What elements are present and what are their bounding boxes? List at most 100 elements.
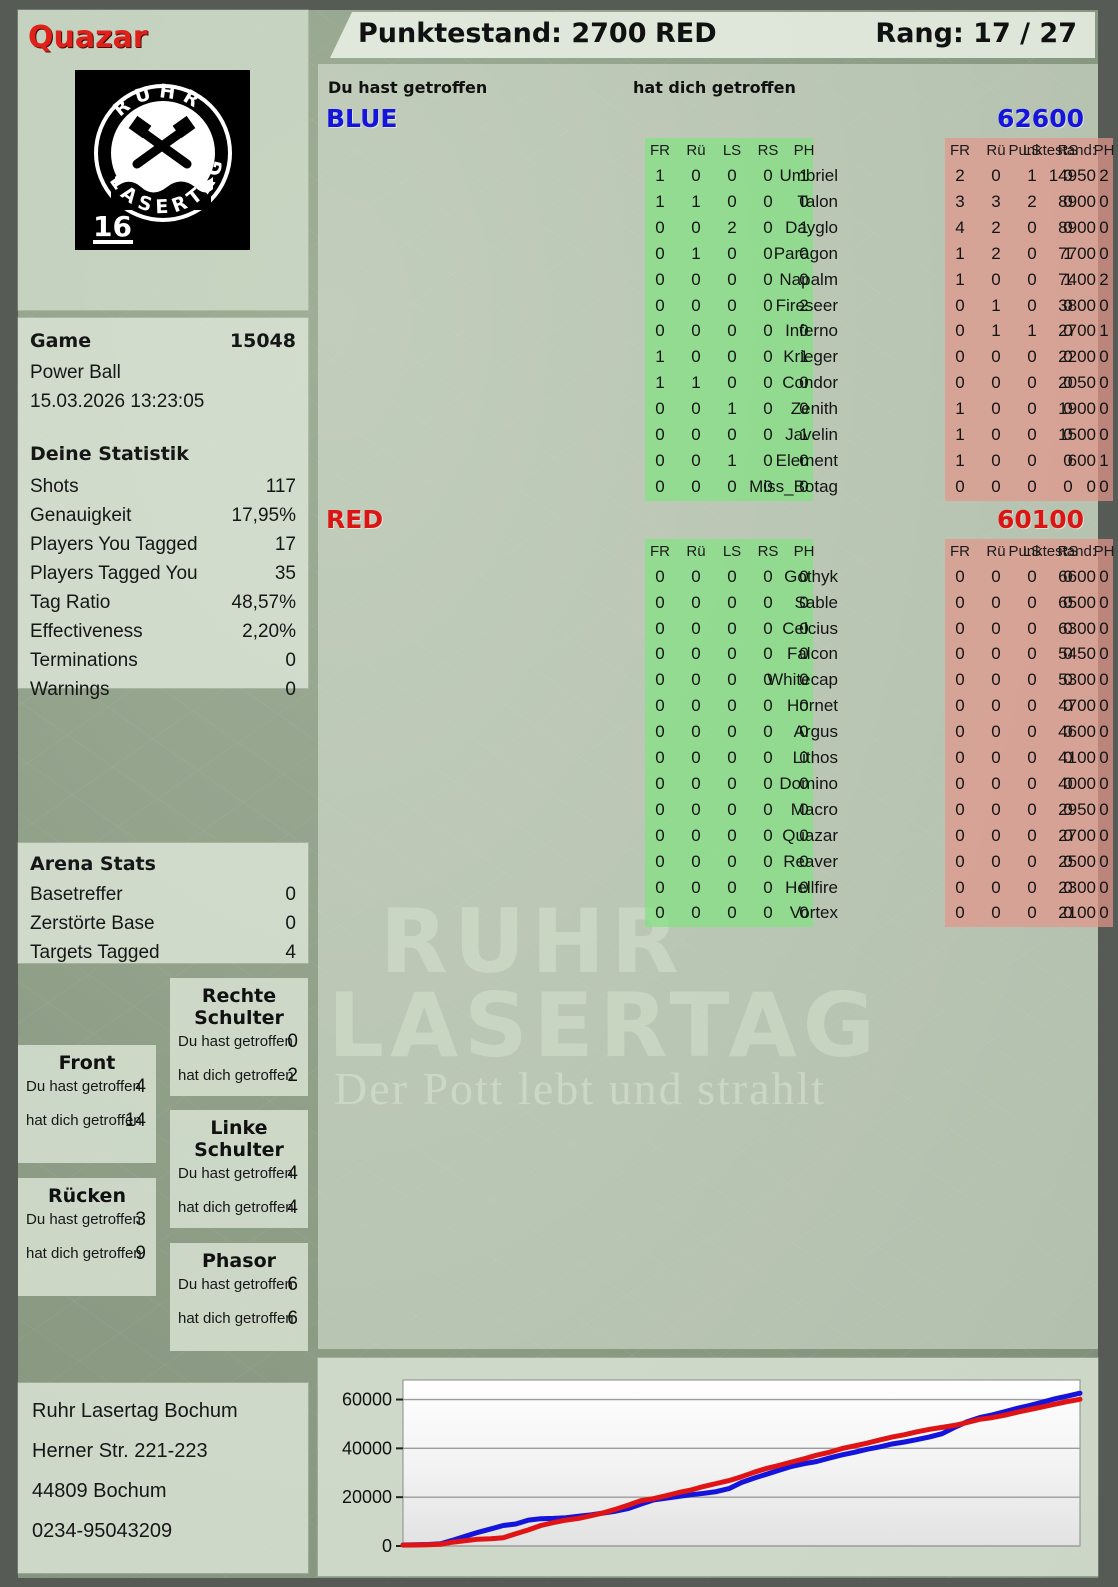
- you-tagged-cell: 0: [799, 399, 809, 419]
- you-tagged-cell: 0: [727, 825, 737, 845]
- stat-label: Players Tagged You: [30, 563, 198, 584]
- you-tagged-cell: 0: [763, 347, 773, 367]
- you-tagged-cell: 0: [763, 269, 773, 289]
- score-cell: 7400: [1058, 269, 1096, 289]
- tagged-you-cell: 1: [1063, 243, 1073, 263]
- you-tagged-cell: 0: [655, 217, 665, 237]
- chart-svg: 0 20000 40000 60000: [342, 1379, 1083, 1556]
- zone-you-row: Du hast getroffen 3: [26, 1209, 146, 1230]
- tagged-you-cell: 0: [1027, 399, 1037, 419]
- tagged-you-cell: 0: [1027, 773, 1037, 793]
- stat-label: Targets Tagged: [30, 942, 160, 963]
- tagged-you-cell: 0: [1099, 696, 1109, 716]
- score-cell: 4000: [1058, 773, 1096, 793]
- tagged-you-cell: 0: [991, 851, 1001, 871]
- col-header-you-Rü: Rü: [686, 542, 706, 560]
- tagged-you-cell: 1: [1027, 166, 1037, 185]
- tagged-you-cell: 0: [1099, 825, 1109, 845]
- col-header-them-PH: PH: [1093, 142, 1115, 159]
- you-tagged-cell: 0: [763, 748, 773, 767]
- tagged-you-cell: 0: [1027, 347, 1037, 367]
- tagged-you-cell: 0: [1027, 592, 1037, 612]
- tagged-you-cell: 0: [1063, 191, 1073, 211]
- score-cell: 14950: [1048, 166, 1096, 185]
- col-header-them-FR: FR: [950, 542, 970, 560]
- tagged-you-cell: 0: [1027, 217, 1037, 237]
- divider-bottom: [0, 1578, 1118, 1587]
- game-id: 15048: [229, 330, 296, 352]
- col-header-you-FR: FR: [650, 542, 670, 560]
- you-tagged-cell: 0: [799, 592, 809, 612]
- zone-them-row: hat dich getroffen 9: [26, 1243, 146, 1264]
- col-header-them-FR: FR: [950, 142, 970, 159]
- you-tagged-cell: 0: [691, 217, 701, 237]
- you-tagged-cell: 1: [655, 166, 665, 185]
- plot-area: [402, 1379, 1081, 1547]
- tagged-you-cell: 0: [991, 425, 1001, 444]
- you-tagged-cell: 0: [727, 425, 737, 444]
- tagged-you-cell: 0: [955, 773, 965, 793]
- player-name: Argus: [793, 722, 838, 742]
- col-header-you-PH: PH: [793, 142, 815, 159]
- tagged-you-cell: 0: [991, 773, 1001, 793]
- you-tagged-cell: 0: [655, 722, 665, 742]
- tagged-you-cell: 0: [1063, 347, 1073, 367]
- tagged-you-cell: 0: [1027, 877, 1037, 897]
- zone-box-rechte-schulter: Rechte Schulter Du hast getroffen 0 hat …: [170, 978, 308, 1096]
- you-tagged-cell: 0: [799, 566, 809, 586]
- tagged-you-cell: 0: [955, 825, 965, 845]
- you-tagged-cell: 0: [799, 618, 809, 638]
- zone-you-value: 0: [287, 1031, 298, 1052]
- tagged-you-cell: 0: [1027, 269, 1037, 289]
- tagged-you-cell: 0: [1099, 799, 1109, 819]
- col-header-you-LS: LS: [722, 142, 742, 159]
- tagged-you-cell: 0: [991, 566, 1001, 586]
- stat-value: 4: [285, 942, 296, 963]
- col-header-you-LS: LS: [722, 542, 742, 560]
- you-tagged-cell: 0: [655, 321, 665, 341]
- you-tagged-cell: 0: [799, 191, 809, 211]
- tagged-you-cell: 0: [1099, 191, 1109, 211]
- tagged-you-cell: 0: [1063, 425, 1073, 444]
- you-tagged-cell: 0: [655, 295, 665, 315]
- you-tagged-cell: 0: [763, 373, 773, 393]
- you-tagged-cell: 0: [691, 295, 701, 315]
- you-tagged-cell: 0: [691, 592, 701, 612]
- stat-value: 35: [274, 563, 296, 584]
- tagged-you-cell: 0: [1099, 399, 1109, 419]
- player-name: Napalm: [779, 269, 838, 289]
- tagged-you-cell: 1: [955, 450, 965, 470]
- you-tagged-cell: 2: [799, 295, 809, 315]
- y-axis-tick-label: 60000: [342, 1390, 392, 1410]
- logo-badge-number: 16: [93, 210, 132, 243]
- you-tagged-cell: 0: [763, 903, 773, 923]
- you-tagged-cell: 0: [691, 566, 701, 586]
- zone-box-front: Front Du hast getroffen 4 hat dich getro…: [18, 1045, 156, 1163]
- stat-value: 48,57%: [231, 592, 296, 613]
- player-name: Hornet: [786, 696, 838, 716]
- tagged-you-cell: 0: [955, 476, 965, 496]
- tagged-you-cell: 1: [1099, 450, 1109, 470]
- player-name: Talon: [797, 191, 838, 211]
- tagged-you-cell: 0: [1027, 373, 1037, 393]
- tagged-you-cell: 1: [955, 399, 965, 419]
- game-title: Game: [30, 330, 92, 352]
- tagged-you-cell: 0: [1027, 476, 1037, 496]
- tagged-you-cell: 0: [955, 566, 965, 586]
- player-name: Quazar: [782, 825, 838, 845]
- zone-box-ruecken: Rücken Du hast getroffen 3 hat dich getr…: [18, 1178, 156, 1296]
- col-header-them-PH: PH: [1093, 542, 1115, 560]
- you-tagged-cell: 0: [691, 644, 701, 664]
- tagged-you-cell: 0: [955, 295, 965, 315]
- you-tagged-cell: 0: [799, 748, 809, 767]
- you-tagged-cell: 0: [691, 399, 701, 419]
- tagged-you-cell: 0: [1027, 295, 1037, 315]
- tagged-you-band: [945, 138, 1113, 501]
- zone-title: Phasor: [201, 1250, 276, 1272]
- tagged-you-cell: 0: [1099, 644, 1109, 664]
- you-tagged-cell: 0: [655, 618, 665, 638]
- tagged-you-cell: 0: [1027, 748, 1037, 767]
- score-cell: 4600: [1058, 722, 1096, 742]
- player-name: Sable: [794, 592, 838, 612]
- tagged-you-cell: 0: [991, 166, 1001, 185]
